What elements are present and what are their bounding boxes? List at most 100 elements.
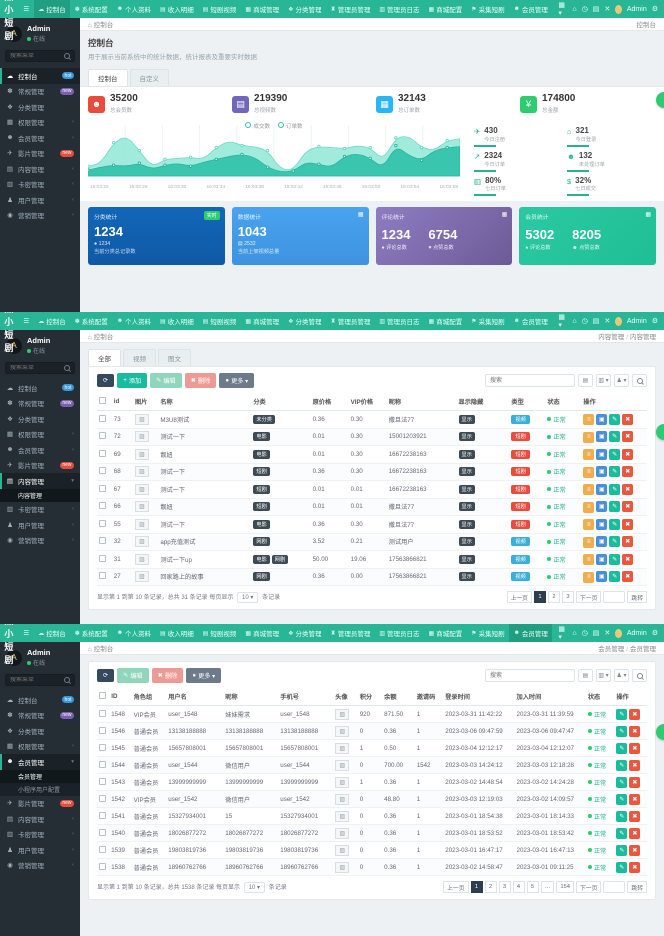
delete-row-button[interactable]: ✖ — [629, 793, 641, 805]
settings-icon[interactable]: ⚙ — [651, 6, 658, 13]
page-jump-button[interactable]: 跳转 — [627, 591, 647, 603]
row-checkbox[interactable] — [99, 502, 106, 510]
sidebar-item-用户管理[interactable]: ♟ 用户管理 ‹ — [0, 517, 80, 533]
page-5[interactable]: 5 — [526, 881, 539, 893]
edit-row-button[interactable]: ✎ — [609, 431, 621, 442]
delete-row-button[interactable]: ✖ — [629, 844, 641, 856]
sidebar-item-常规管理[interactable]: ✽ 常规管理 new — [0, 708, 80, 724]
nav-category[interactable]: ❖ 分类管理 — [284, 0, 326, 18]
detail-button[interactable]: ≡ — [583, 449, 595, 460]
home-icon[interactable]: ⌂ — [572, 629, 577, 637]
delete-button[interactable]: ✖ 删除 — [184, 373, 217, 388]
nav-member[interactable]: ☻ 会员管理 — [509, 312, 552, 330]
view-button[interactable]: ▣ — [596, 466, 608, 477]
nav-admin[interactable]: ♜ 管理员管理 — [326, 624, 375, 642]
nav-category[interactable]: ❖ 分类管理 — [284, 624, 326, 642]
row-checkbox[interactable] — [99, 726, 106, 734]
delete-row-button[interactable]: ✖ — [629, 742, 641, 754]
user-avatar[interactable] — [615, 628, 622, 638]
table-search-input[interactable] — [485, 669, 575, 682]
history-icon[interactable]: ◷ — [581, 6, 588, 13]
row-checkbox[interactable] — [99, 572, 106, 580]
row-checkbox[interactable] — [99, 828, 106, 836]
row-checkbox[interactable] — [99, 845, 106, 853]
col-昵称[interactable]: 昵称 — [223, 688, 279, 706]
nav-income[interactable]: ▤ 收入明细 — [156, 312, 199, 330]
detail-button[interactable]: ≡ — [583, 414, 595, 425]
edit-button[interactable]: ✎ 编辑 — [117, 668, 149, 683]
per-page-select[interactable]: 10 ▾ — [243, 881, 266, 893]
search-icon[interactable] — [64, 365, 70, 371]
history-icon[interactable]: ◷ — [581, 318, 588, 325]
delete-row-button[interactable]: ✖ — [622, 501, 634, 512]
detail-button[interactable]: ≡ — [583, 466, 595, 478]
delete-row-button[interactable]: ✖ — [629, 827, 641, 839]
row-checkbox[interactable] — [99, 743, 106, 751]
tab-全部[interactable]: 全部 — [88, 349, 121, 366]
sidebar-item-常规管理[interactable]: ✽ 常规管理 new — [0, 396, 80, 412]
nav-collect[interactable]: ⚑ 采集短剧 — [467, 0, 509, 18]
page-1[interactable]: 1 — [470, 881, 483, 893]
search-button[interactable] — [632, 374, 647, 387]
tasks-icon[interactable]: ▤ — [592, 318, 600, 325]
delete-row-button[interactable]: ✖ — [629, 708, 641, 720]
edit-row-button[interactable]: ✎ — [609, 448, 621, 460]
nav-member[interactable]: ☻ 会员管理 — [509, 0, 552, 18]
nav-admin[interactable]: ♜ 管理员管理 — [326, 0, 375, 18]
sidebar-item-影片管理[interactable]: ✈ 影片管理 new — [0, 796, 80, 812]
close-icon[interactable]: ✕ — [604, 6, 611, 13]
nav-category[interactable]: ❖ 分类管理 — [284, 312, 326, 330]
hamburger-icon[interactable]: ☰ — [23, 630, 30, 637]
nav-admin-log[interactable]: ▥ 管理员日志 — [375, 0, 424, 18]
breadcrumb-left[interactable]: ⌂ 控制台 — [88, 22, 114, 29]
detail-button[interactable]: ≡ — [583, 431, 595, 443]
view-button[interactable]: ▣ — [596, 571, 608, 582]
col-原价格[interactable]: 原价格 — [310, 393, 349, 411]
col-id[interactable]: id — [111, 393, 133, 411]
col-操作[interactable]: 操作 — [614, 688, 647, 706]
edit-row-button[interactable]: ✎ — [616, 708, 628, 720]
nav-admin-log[interactable]: ▥ 管理员日志 — [375, 624, 424, 642]
more-button[interactable]: ● 更多 ▾ — [186, 668, 222, 683]
breadcrumb-left[interactable]: ⌂ 控制台 — [88, 334, 114, 341]
legend-成交数[interactable]: 成交数 — [245, 122, 270, 130]
crumb-会员管理[interactable]: 会员管理 — [598, 646, 625, 653]
edit-row-button[interactable]: ✎ — [609, 553, 621, 565]
col-名称[interactable]: 名称 — [158, 393, 252, 411]
nav-video[interactable]: ▤ 短剧视频 — [198, 624, 241, 642]
col-余额[interactable]: 余额 — [382, 688, 415, 706]
apps-menu-icon[interactable]: ▦ ▾ — [558, 314, 566, 329]
row-checkbox[interactable] — [99, 709, 106, 717]
edit-row-button[interactable]: ✎ — [609, 501, 621, 512]
sidebar-subitem-内容管理[interactable]: 内容管理 — [0, 488, 80, 502]
hamburger-icon[interactable]: ☰ — [23, 6, 30, 13]
sidebar-item-卡密管理[interactable]: ▥ 卡密管理 ‹ — [0, 177, 80, 193]
col-积分[interactable]: 积分 — [357, 688, 383, 706]
export-icon[interactable]: ♟ ▾ — [614, 669, 629, 682]
nav-mall[interactable]: ▦ 商城管理 — [241, 0, 284, 18]
delete-row-button[interactable]: ✖ — [622, 518, 634, 530]
delete-row-button[interactable]: ✖ — [622, 571, 634, 582]
search-icon[interactable] — [64, 677, 70, 683]
col-ID[interactable]: ID — [109, 688, 132, 706]
user-name[interactable]: Admin — [626, 5, 647, 13]
col-状态[interactable]: 状态 — [585, 688, 615, 706]
view-button[interactable]: ▣ — [596, 553, 608, 565]
edit-row-button[interactable]: ✎ — [616, 861, 628, 873]
row-checkbox[interactable] — [99, 414, 106, 422]
avatar[interactable]: A — [6, 337, 22, 354]
edit-row-button[interactable]: ✎ — [616, 776, 628, 788]
summary-card-会员统计[interactable]: 会员统计 ▦ 5302 ● 评论总数 8205 ☻ 点赞总数 — [519, 207, 656, 266]
sidebar-item-控制台[interactable]: ☁ 控制台 hot — [0, 68, 80, 84]
clipboard-icon[interactable]: ▤ — [578, 669, 593, 682]
edit-row-button[interactable]: ✎ — [609, 571, 621, 582]
search-input[interactable] — [10, 53, 64, 59]
sidebar-item-卡密管理[interactable]: ▥ 卡密管理 ‹ — [0, 827, 80, 843]
crumb-会员管理[interactable]: 会员管理 — [630, 646, 656, 653]
edit-row-button[interactable]: ✎ — [609, 518, 621, 530]
summary-card-数据统计[interactable]: 数据统计 ▦ 1043 ▤ 2532 当前上架视频总量 — [231, 207, 369, 266]
delete-row-button[interactable]: ✖ — [629, 861, 641, 873]
view-button[interactable]: ▣ — [596, 448, 608, 460]
edit-row-button[interactable]: ✎ — [616, 742, 628, 754]
summary-card-评论统计[interactable]: 评论统计 ▦ 1234 ● 评论总数 6754 ♥ 点赞总数 — [375, 207, 513, 266]
